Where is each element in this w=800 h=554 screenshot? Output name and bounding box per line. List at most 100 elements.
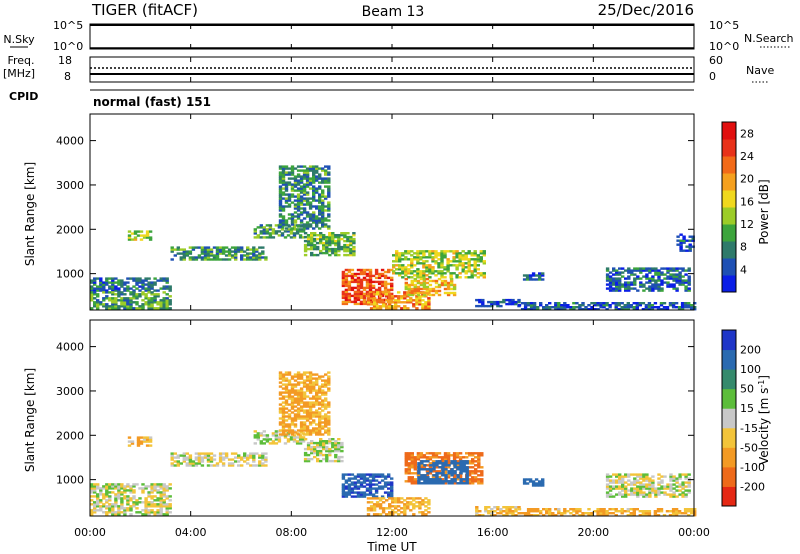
velocity-cell [417,468,421,471]
power-cell [385,295,389,298]
velocity-cell [612,479,616,482]
velocity-cell [93,511,97,514]
velocity-cell [474,452,478,455]
velocity-cell [162,487,166,490]
power-cell [262,232,266,235]
velocity-cell [612,487,616,490]
velocity-cell [215,462,220,465]
power-cell [671,302,676,305]
power-cell [398,256,402,259]
power-cell [650,304,655,307]
power-cell [123,289,127,292]
velocity-cell [90,483,94,486]
velocity-cell [404,456,408,459]
velocity-cell [114,505,118,508]
velocity-cell [369,509,374,512]
velocity-cell [310,445,314,449]
velocity-cell [173,452,177,455]
velocity-cell [340,445,344,449]
power-cell [281,167,286,170]
power-cell [413,285,417,289]
velocity-cell [394,505,398,508]
velocity-cell [287,423,292,426]
power-cell [265,228,270,231]
power-cell [392,266,396,269]
velocity-cell [416,454,421,457]
velocity-cell [93,485,97,488]
power-cell [538,276,542,279]
power-cell [114,289,118,292]
velocity-cell [615,481,619,484]
velocity-cell [215,464,220,467]
velocity-cell [268,438,273,441]
velocity-cell [378,513,383,516]
power-cell [584,306,588,309]
velocity-cell [645,477,649,480]
velocity-cell [296,429,301,432]
velocity-cell [459,470,463,473]
velocity-cell [548,514,552,517]
velocity-cell [182,452,186,455]
velocity-cell [477,474,481,477]
power-cell [639,267,643,270]
velocity-cell [614,508,618,511]
power-cell [108,297,112,300]
power-cell [302,211,307,214]
velocity-cell [308,415,313,418]
velocity-cell [459,472,463,475]
power-cell [630,273,634,276]
power-cell [390,286,394,290]
velocity-cell [465,470,469,473]
power-cell [341,270,346,274]
power-cell [388,301,392,304]
velocity-cell [114,503,118,506]
velocity-cell [648,477,652,480]
power-cell [538,274,542,277]
power-cell [114,287,118,290]
power-cell [120,297,124,300]
power-cell [413,252,417,255]
velocity-cell [281,433,286,436]
velocity-cell [627,493,631,496]
power-cell [296,203,301,206]
velocity-cell [182,456,186,459]
velocity-cell [230,462,235,465]
power-cell [293,195,298,198]
velocity-cell [90,491,94,494]
power-cell [215,248,220,251]
velocity-cell [129,499,133,502]
velocity-cell [341,489,346,492]
velocity-cell [261,462,265,465]
power-cell [395,256,399,259]
power-cell [654,287,658,290]
power-cell [440,272,444,275]
velocity-cell [551,512,555,515]
velocity-cell [224,456,229,459]
power-cells [90,165,697,311]
velocity-cell [105,493,109,496]
power-cell [678,267,682,270]
velocity-cell [108,499,112,502]
velocity-cell [362,495,367,498]
velocity-ylabel: Slant Range [km] [23,368,37,472]
velocity-cell [142,438,147,441]
power-cell [666,275,670,278]
power-cell [614,302,618,305]
colorbar-tick-label: 28 [740,127,754,140]
velocity-cell [526,508,531,511]
power-cell [126,281,130,284]
velocity-cell [672,483,676,486]
power-cell [246,246,250,249]
velocity-cell [90,509,94,512]
velocity-cell [327,421,331,424]
power-cell [284,205,289,208]
power-cell [368,268,373,272]
velocity-cell [302,395,307,398]
power-cell [440,254,444,257]
power-cell [443,254,447,257]
power-cell [153,301,157,304]
velocity-cell [450,474,454,477]
power-cell [362,300,367,304]
power-cell [271,228,276,231]
velocity-cell [299,377,304,380]
